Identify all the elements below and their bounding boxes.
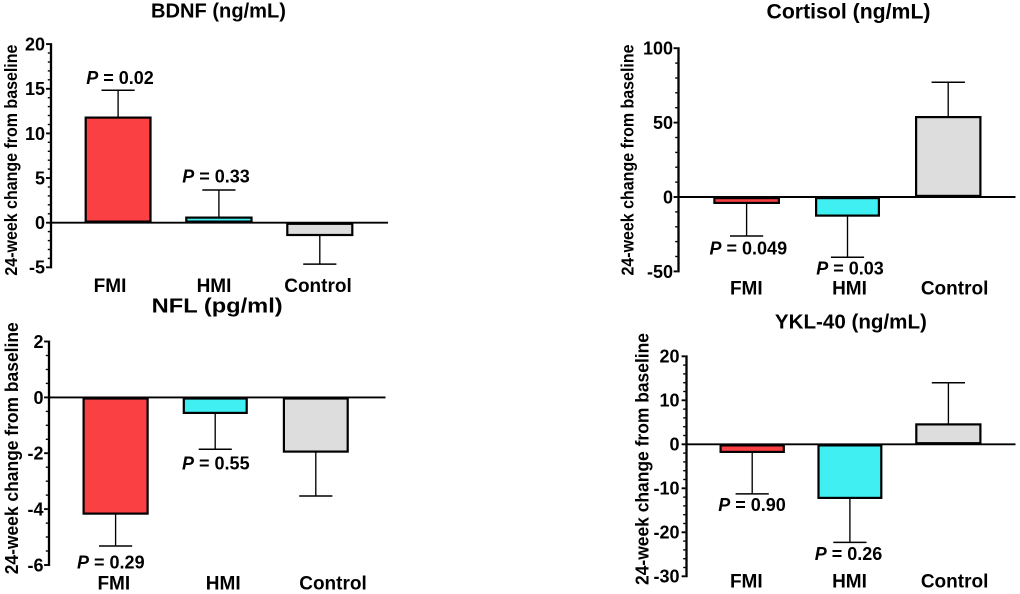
svg-text:FMI: FMI — [97, 574, 130, 594]
svg-text:Control: Control — [299, 574, 367, 594]
svg-text:-10: -10 — [653, 479, 679, 499]
svg-text:P = 0.33: P = 0.33 — [182, 167, 250, 187]
svg-text:P = 0.29: P = 0.29 — [77, 553, 145, 573]
svg-text:P = 0.55: P = 0.55 — [182, 454, 250, 474]
svg-text:FMI: FMI — [94, 276, 127, 297]
svg-text:P = 0.049: P = 0.049 — [710, 239, 788, 259]
svg-text:2: 2 — [33, 332, 43, 352]
svg-text:-20: -20 — [653, 523, 679, 543]
svg-text:5: 5 — [35, 168, 45, 188]
svg-text:24-week change from baseline: 24-week change from baseline — [2, 322, 22, 574]
svg-text:15: 15 — [25, 79, 45, 99]
svg-text:-30: -30 — [653, 567, 679, 587]
svg-text:P = 0.90: P = 0.90 — [718, 495, 786, 515]
svg-text:P = 0.02: P = 0.02 — [86, 68, 154, 88]
svg-text:FMI: FMI — [730, 571, 763, 592]
svg-text:-6: -6 — [27, 555, 43, 575]
svg-text:0: 0 — [35, 213, 45, 233]
svg-text:YKL-40 (ng/mL): YKL-40 (ng/mL) — [775, 311, 927, 334]
svg-text:BDNF (ng/mL): BDNF (ng/mL) — [151, 1, 286, 23]
svg-text:0: 0 — [663, 187, 673, 207]
svg-text:P = 0.26: P = 0.26 — [815, 544, 883, 564]
svg-text:0: 0 — [33, 388, 43, 408]
svg-text:NFL (pg/ml): NFL (pg/ml) — [152, 296, 283, 318]
svg-text:Cortisol (ng/mL): Cortisol (ng/mL) — [767, 0, 931, 23]
svg-text:24-week change from baseline: 24-week change from baseline — [1, 44, 21, 275]
svg-text:-5: -5 — [29, 258, 45, 278]
svg-text:Control: Control — [284, 276, 352, 297]
svg-text:HMI: HMI — [206, 574, 241, 594]
svg-text:-4: -4 — [27, 500, 43, 520]
svg-text:HMI: HMI — [832, 571, 867, 592]
svg-text:HMI: HMI — [832, 279, 867, 300]
svg-text:Control: Control — [921, 571, 989, 592]
svg-text:24-week change from baseline: 24-week change from baseline — [632, 333, 652, 585]
svg-text:-50: -50 — [647, 262, 673, 282]
svg-text:20: 20 — [25, 35, 45, 55]
svg-text:10: 10 — [25, 124, 45, 144]
svg-text:HMI: HMI — [197, 276, 232, 297]
svg-text:24-week change from baseline: 24-week change from baseline — [618, 44, 638, 275]
svg-text:10: 10 — [659, 391, 679, 411]
svg-text:0: 0 — [669, 435, 679, 455]
svg-text:Control: Control — [921, 279, 989, 300]
svg-text:100: 100 — [643, 39, 673, 59]
svg-text:50: 50 — [653, 113, 673, 133]
svg-text:P = 0.03: P = 0.03 — [816, 259, 884, 279]
svg-text:20: 20 — [659, 347, 679, 367]
svg-text:FMI: FMI — [730, 279, 763, 300]
svg-text:-2: -2 — [27, 444, 43, 464]
